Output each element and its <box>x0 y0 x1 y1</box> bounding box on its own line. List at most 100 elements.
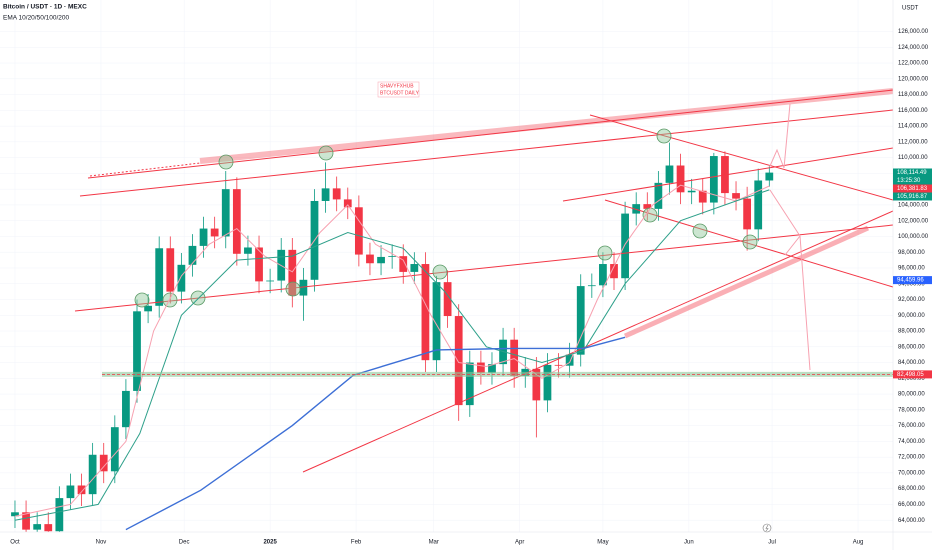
candle-body <box>732 193 740 199</box>
candle-body <box>698 190 707 203</box>
price-label: 108,114.49 <box>897 170 927 176</box>
trendline <box>562 147 893 202</box>
y-tick-label: 122,000.00 <box>898 61 929 67</box>
candle-body <box>22 512 30 530</box>
candle-body <box>255 247 263 282</box>
price-label: 94,459.96 <box>897 278 924 284</box>
y-tick-label: 72,000.00 <box>898 455 925 461</box>
pivot <box>162 292 178 308</box>
candle-body <box>232 189 241 254</box>
x-tick-label: Mar <box>429 540 439 546</box>
pivot <box>318 145 334 161</box>
y-tick-label: 104,000.00 <box>898 202 929 208</box>
candle-body <box>55 498 64 532</box>
y-tick-label: 66,000.00 <box>898 502 925 508</box>
y-tick-label: 112,000.00 <box>898 139 928 145</box>
pivot <box>597 245 613 261</box>
y-tick-label: 98,000.00 <box>898 250 925 256</box>
countdown: 13:25:30 <box>897 178 921 184</box>
y-tick-label: 82,000.00 <box>898 376 925 382</box>
trendline <box>79 109 893 197</box>
trendline <box>89 162 201 177</box>
candle-body <box>199 228 208 246</box>
candle-body <box>532 368 541 401</box>
candle-body <box>454 316 463 406</box>
y-tick-label: 70,000.00 <box>898 470 925 476</box>
candle-body <box>654 182 663 209</box>
pivot <box>134 292 150 308</box>
price-label-box <box>893 276 932 285</box>
candle-body <box>177 264 186 292</box>
trendline <box>302 210 893 473</box>
ema-line <box>14 184 770 517</box>
candle-body <box>343 199 352 208</box>
x-tick-label: 2025 <box>263 540 277 546</box>
candle-body <box>565 354 574 366</box>
candle-body <box>621 213 629 279</box>
candle-body <box>99 454 108 472</box>
candle-body <box>765 172 774 181</box>
trendline <box>604 199 893 288</box>
candle-body <box>410 264 419 272</box>
annotation-box <box>377 81 420 98</box>
y-tick-label: 64,000.00 <box>898 518 925 524</box>
pivot <box>190 290 206 306</box>
candle-body <box>488 364 496 373</box>
y-tick-label: 78,000.00 <box>898 407 925 413</box>
candle-body <box>576 286 585 355</box>
candle-body <box>399 256 408 272</box>
pivot <box>432 264 448 280</box>
candle-body <box>643 204 652 209</box>
currency: USDT <box>902 6 919 12</box>
y-tick-label: 80,000.00 <box>898 392 925 398</box>
price-label: 106,381.83 <box>897 186 928 192</box>
candle-body <box>244 247 252 254</box>
candle-body <box>266 280 275 282</box>
y-tick-label: 114,000.00 <box>898 124 928 130</box>
y-tick-label: 116,000.00 <box>898 108 928 114</box>
candle-body <box>110 427 119 472</box>
candle-body <box>665 165 674 183</box>
y-tick-label: 126,000.00 <box>898 29 929 35</box>
y-tick-label: 84,000.00 <box>898 360 925 366</box>
y-tick-label: 124,000.00 <box>898 45 929 51</box>
candle-body <box>166 248 175 292</box>
pivot <box>642 207 658 223</box>
y-tick-label: 90,000.00 <box>898 313 925 319</box>
candle-body <box>432 282 441 361</box>
candle-body <box>366 254 374 264</box>
x-tick-label: Jul <box>768 540 776 546</box>
candle-body <box>354 207 363 255</box>
pivot <box>692 223 708 239</box>
annotation: SHAVYFXHUB <box>380 83 414 89</box>
candle-body <box>443 282 452 317</box>
candle-body <box>299 279 308 296</box>
y-tick-label: 110,000.00 <box>898 155 928 161</box>
price-label: 105,916.87 <box>897 194 928 200</box>
y-tick-label: 74,000.00 <box>898 439 925 445</box>
candle-body <box>377 256 385 264</box>
projection <box>784 235 801 256</box>
pivot <box>656 128 672 144</box>
price-label-box <box>893 370 932 379</box>
x-tick-label: May <box>597 540 608 546</box>
trendline <box>589 114 893 201</box>
y-tick-label: 120,000.00 <box>898 76 929 82</box>
pivot <box>218 154 234 170</box>
candle-body <box>676 165 685 193</box>
price-label: 82,498.05 <box>897 372 924 378</box>
y-tick-label: 94,000.00 <box>898 281 925 287</box>
channel-band <box>623 225 870 339</box>
candle-body <box>88 454 97 495</box>
x-tick-label: Aug <box>853 540 864 546</box>
candle-body <box>11 512 19 517</box>
y-tick-label: 68,000.00 <box>898 486 925 492</box>
candle-body <box>388 256 397 257</box>
y-tick-label: 92,000.00 <box>898 297 925 303</box>
x-tick-label: Apr <box>515 540 524 546</box>
candle-body <box>754 180 763 230</box>
y-tick-label: 118,000.00 <box>898 92 928 98</box>
price-label-box <box>893 192 932 201</box>
y-tick-label: 88,000.00 <box>898 329 925 335</box>
